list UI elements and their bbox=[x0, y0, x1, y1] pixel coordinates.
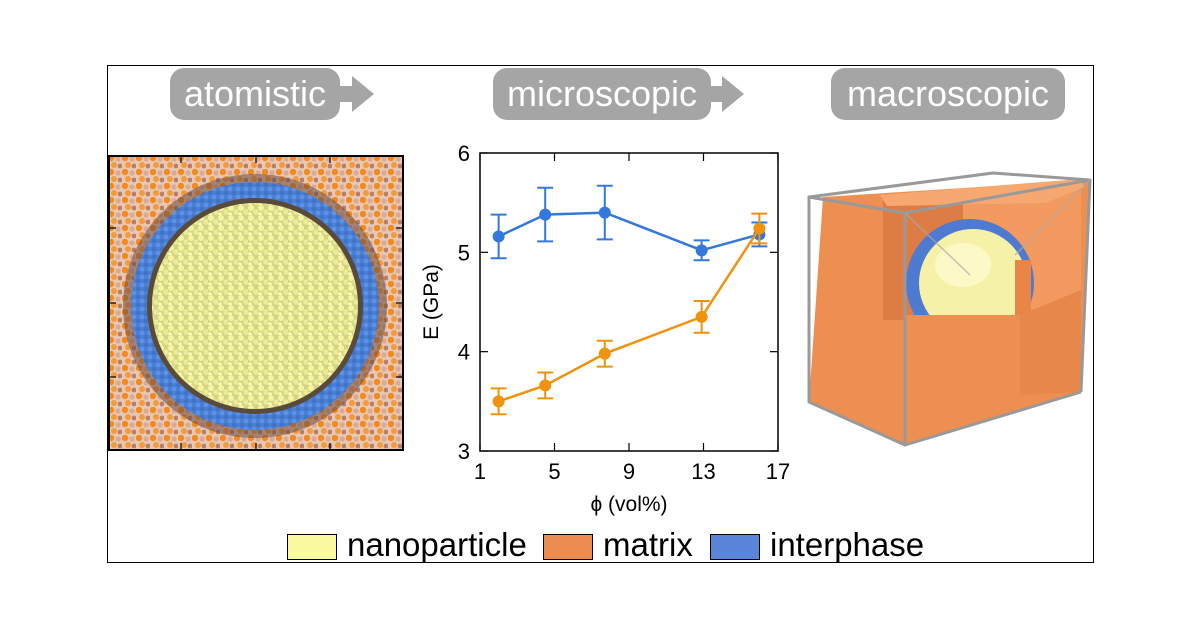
atomistic-snapshot-image bbox=[108, 155, 404, 451]
legend-label: nanoparticle bbox=[347, 526, 527, 563]
data-point bbox=[492, 230, 505, 243]
stage-atomistic: atomistic bbox=[170, 68, 380, 120]
data-point bbox=[492, 395, 505, 408]
y-tick-label: 6 bbox=[458, 141, 470, 166]
data-point bbox=[539, 208, 552, 221]
data-point bbox=[753, 222, 766, 235]
x-tick-label: 5 bbox=[548, 459, 560, 484]
legend-swatch bbox=[543, 534, 593, 560]
legend-swatch bbox=[287, 534, 337, 560]
legend-item-nanoparticle: nanoparticle bbox=[287, 526, 527, 564]
y-tick-label: 5 bbox=[458, 240, 470, 265]
arrow-right-icon bbox=[708, 76, 744, 112]
x-tick-label: 9 bbox=[623, 459, 635, 484]
y-axis-label: E (GPa) bbox=[420, 264, 443, 340]
legend-item-matrix: matrix bbox=[543, 526, 703, 564]
data-point bbox=[598, 347, 611, 360]
macroscopic-cube-illustration bbox=[807, 171, 1092, 447]
stage-microscopic: microscopic bbox=[493, 68, 763, 120]
series-line bbox=[498, 227, 761, 403]
y-tick-label: 3 bbox=[458, 439, 470, 464]
stage-pill: atomistic bbox=[170, 68, 340, 120]
modulus-chart: 1 5 9 13 17 3 4 5 6 ϕ (vol%) E (GPa) bbox=[405, 140, 795, 520]
data-point bbox=[598, 206, 611, 219]
figure-frame bbox=[107, 65, 1094, 563]
data-point bbox=[695, 244, 708, 257]
legend-item-interphase: interphase bbox=[710, 526, 930, 564]
x-tick-label: 17 bbox=[766, 459, 790, 484]
data-point bbox=[695, 310, 708, 323]
data-point bbox=[539, 379, 552, 392]
modulus-chart-svg: 1 5 9 13 17 3 4 5 6 ϕ (vol%) E (GPa) bbox=[420, 141, 790, 516]
plot-frame bbox=[479, 152, 779, 452]
legend-label: interphase bbox=[770, 526, 925, 563]
legend: nanoparticle matrix interphase bbox=[0, 526, 1200, 564]
series-line bbox=[498, 211, 760, 252]
legend-label: matrix bbox=[603, 526, 693, 563]
stage-pill: macroscopic bbox=[831, 68, 1065, 120]
arrow-right-icon bbox=[338, 76, 374, 112]
y-tick-label: 4 bbox=[458, 340, 470, 365]
x-tick-label: 1 bbox=[474, 459, 486, 484]
atomistic-snapshot bbox=[108, 155, 404, 451]
macroscopic-cube bbox=[795, 165, 1095, 455]
x-axis-label: ϕ (vol%) bbox=[590, 493, 667, 516]
x-tick-label: 13 bbox=[691, 459, 715, 484]
legend-swatch bbox=[710, 534, 760, 560]
stage-pill: microscopic bbox=[493, 68, 711, 120]
stage-macroscopic: macroscopic bbox=[831, 68, 1065, 120]
